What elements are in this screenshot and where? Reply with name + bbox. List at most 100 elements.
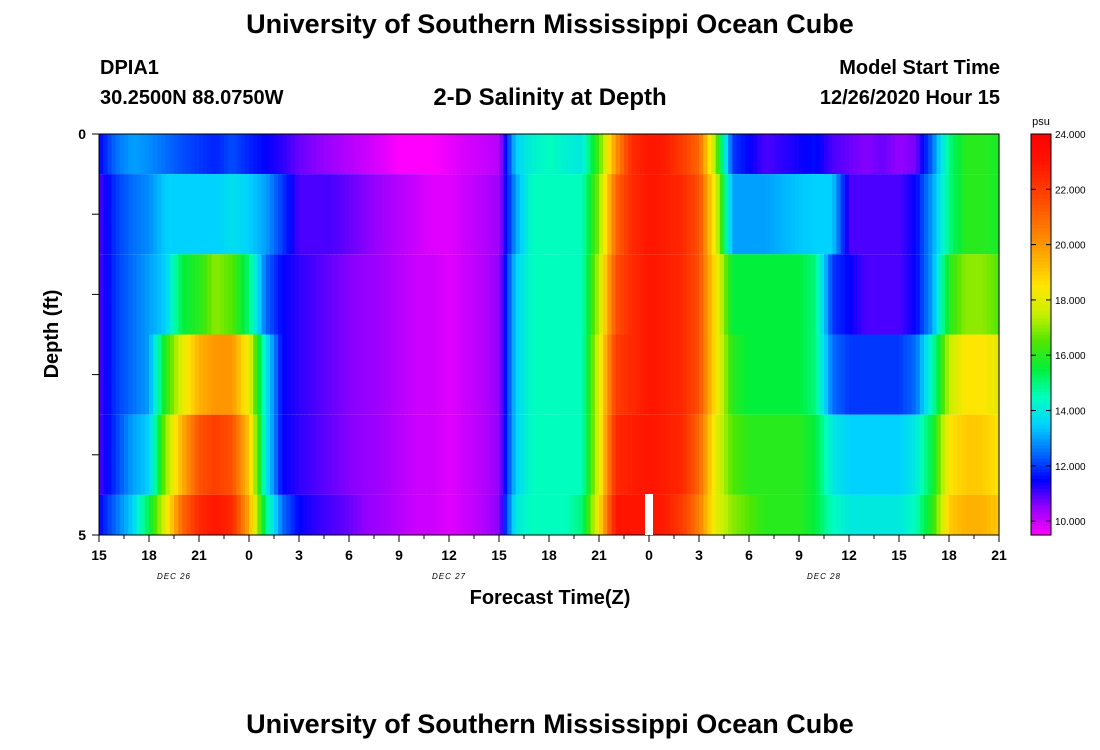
heatmap-cell xyxy=(461,414,467,495)
heatmap-cell xyxy=(169,494,175,535)
heatmap-cell xyxy=(732,134,738,175)
heatmap-cell xyxy=(749,254,754,335)
heatmap-cell xyxy=(399,254,404,335)
heatmap-cell xyxy=(519,414,525,495)
heatmap-cell xyxy=(736,334,742,415)
heatmap-cell xyxy=(715,134,721,175)
heatmap-cell xyxy=(832,334,838,415)
heatmap-cell xyxy=(778,254,783,335)
heatmap-cell xyxy=(694,174,700,255)
heatmap-cell xyxy=(128,334,133,415)
heatmap-cell xyxy=(349,334,354,415)
heatmap-cell xyxy=(503,414,508,495)
heatmap-cell xyxy=(553,414,558,495)
heatmap-cell xyxy=(253,174,258,255)
heatmap-cell xyxy=(961,414,967,495)
heatmap-cell xyxy=(315,494,321,535)
heatmap-cell xyxy=(232,334,238,415)
heatmap-cell xyxy=(990,414,996,495)
heatmap-cell xyxy=(890,414,896,495)
heatmap-cell xyxy=(415,254,421,335)
colorbar-segment xyxy=(1031,421,1051,426)
colorbar-segment xyxy=(1031,374,1051,379)
heatmap-cell xyxy=(769,174,775,255)
heatmap-cell xyxy=(824,254,829,335)
heatmap-cell xyxy=(603,334,608,415)
heatmap-cell xyxy=(703,414,708,495)
heatmap-cell xyxy=(299,334,304,415)
x-tick-label: 6 xyxy=(345,547,353,563)
colorbar-segment xyxy=(1031,397,1051,402)
heatmap-cell xyxy=(953,494,958,535)
heatmap-cell xyxy=(199,494,204,535)
heatmap-cell xyxy=(749,134,754,175)
heatmap-cell xyxy=(857,334,863,415)
heatmap-cell xyxy=(653,414,658,495)
heatmap-cell xyxy=(982,174,988,255)
heatmap-cell xyxy=(549,334,554,415)
heatmap-cell xyxy=(682,334,688,415)
heatmap-cell xyxy=(624,494,629,535)
heatmap-cell xyxy=(832,134,838,175)
heatmap-cell xyxy=(590,334,596,415)
heatmap-cell xyxy=(861,494,867,535)
heatmap-cell xyxy=(661,334,667,415)
heatmap-cell xyxy=(494,174,500,255)
heatmap-cell xyxy=(482,494,488,535)
heatmap-cell xyxy=(707,254,713,335)
heatmap-cell xyxy=(686,134,692,175)
heatmap-cell xyxy=(282,254,288,335)
heatmap-cell xyxy=(849,414,854,495)
heatmap-cell xyxy=(465,334,471,415)
heatmap-cell xyxy=(578,174,583,255)
heatmap-cell xyxy=(474,414,479,495)
heatmap-cell xyxy=(440,334,446,415)
heatmap-cell xyxy=(611,414,617,495)
heatmap-cell xyxy=(653,254,658,335)
heatmap-cell xyxy=(324,174,329,255)
heatmap-cell xyxy=(336,174,342,255)
heatmap-cell xyxy=(728,414,733,495)
heatmap-cell xyxy=(661,134,667,175)
heatmap-cell xyxy=(632,134,638,175)
heatmap-cell xyxy=(711,174,717,255)
heatmap-cell xyxy=(761,134,767,175)
heatmap-cell xyxy=(819,174,825,255)
heatmap-cell xyxy=(728,134,733,175)
heatmap-cell xyxy=(149,134,154,175)
heatmap-cell xyxy=(890,334,896,415)
heatmap-cell xyxy=(349,174,354,255)
heatmap-cell xyxy=(378,414,383,495)
heatmap-cell xyxy=(803,174,808,255)
heatmap-cell xyxy=(161,494,167,535)
heatmap-cell xyxy=(165,414,171,495)
heatmap-cell xyxy=(744,414,750,495)
heatmap-cell xyxy=(786,134,792,175)
heatmap-cell xyxy=(594,174,600,255)
heatmap-cell xyxy=(978,414,983,495)
heatmap-cell xyxy=(603,494,608,535)
heatmap-cell xyxy=(978,494,983,535)
heatmap-cell xyxy=(178,494,183,535)
heatmap-cell xyxy=(878,334,883,415)
heatmap-cell xyxy=(344,494,350,535)
heatmap-cell xyxy=(528,414,533,495)
heatmap-cell xyxy=(132,414,138,495)
heatmap-cell xyxy=(449,174,454,255)
heatmap-cell xyxy=(174,174,179,255)
heatmap-cell xyxy=(861,254,867,335)
heatmap-cell xyxy=(274,414,279,495)
heatmap-cell xyxy=(957,494,963,535)
heatmap-cell xyxy=(474,334,479,415)
heatmap-cell xyxy=(303,494,308,535)
heatmap-cell xyxy=(907,414,913,495)
day-label: DEC 26 xyxy=(157,572,191,581)
heatmap-cell xyxy=(257,334,263,415)
heatmap-cell xyxy=(419,414,425,495)
heatmap-cell xyxy=(640,134,646,175)
heatmap-cell xyxy=(511,494,517,535)
heatmap-cell xyxy=(103,414,108,495)
heatmap-cell xyxy=(432,494,438,535)
heatmap-cell xyxy=(640,414,646,495)
heatmap-cell xyxy=(719,494,725,535)
